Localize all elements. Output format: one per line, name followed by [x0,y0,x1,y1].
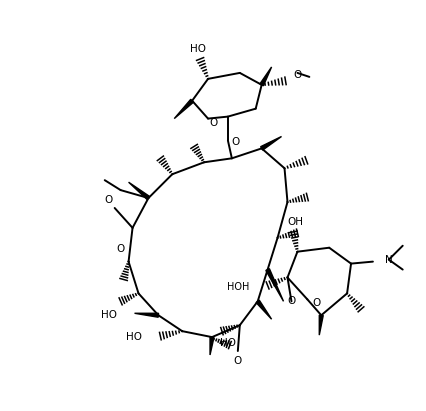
Text: HO: HO [101,310,117,320]
Polygon shape [210,337,214,355]
Text: O: O [209,118,217,127]
Polygon shape [135,313,158,317]
Text: O: O [312,298,321,308]
Text: N: N [385,255,393,265]
Text: O: O [294,70,302,80]
Polygon shape [261,136,282,150]
Text: HO: HO [127,332,142,342]
Text: O: O [105,195,113,205]
Text: O: O [116,244,125,254]
Text: HOH: HOH [227,282,250,293]
Polygon shape [319,315,323,335]
Text: O: O [288,296,296,306]
Text: HO: HO [190,44,206,54]
Polygon shape [256,300,272,319]
Polygon shape [260,67,272,86]
Polygon shape [129,182,150,200]
Text: OH: OH [288,217,303,227]
Text: O: O [234,356,242,366]
Text: O: O [232,137,240,148]
Polygon shape [174,99,193,119]
Polygon shape [266,269,284,301]
Text: HO: HO [220,338,236,348]
